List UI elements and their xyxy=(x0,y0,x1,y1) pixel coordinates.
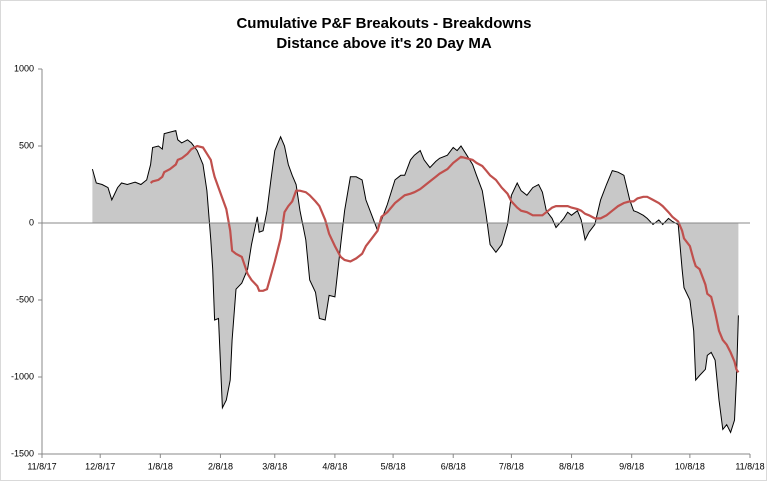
x-tick-label: 1/8/18 xyxy=(148,461,173,471)
x-tick-label: 11/8/18 xyxy=(735,461,764,471)
chart-subtitle: Distance above it's 20 Day MA xyxy=(276,35,491,52)
x-tick-label: 11/8/17 xyxy=(27,461,56,471)
x-tick-label: 4/8/18 xyxy=(322,461,347,471)
y-tick-label: -1500 xyxy=(11,448,34,458)
x-tick-label: 9/8/18 xyxy=(619,461,644,471)
area-outline xyxy=(91,129,739,434)
x-tick-label: 7/8/18 xyxy=(499,461,524,471)
y-tick-label: 0 xyxy=(29,217,34,227)
y-tick-label: 1000 xyxy=(14,63,34,73)
y-tick-label: 500 xyxy=(19,140,34,150)
x-tick-label: 5/8/18 xyxy=(381,461,406,471)
x-tick-label: 3/8/18 xyxy=(262,461,287,471)
x-tick-label: 6/8/18 xyxy=(441,461,466,471)
y-tick-label: -1000 xyxy=(11,371,34,381)
x-tick-label: 10/8/18 xyxy=(675,461,705,471)
chart-title: Cumulative P&F Breakouts - Breakdowns xyxy=(236,15,531,32)
line xyxy=(149,144,740,373)
x-tick-label: 12/8/17 xyxy=(85,461,115,471)
x-tick-label: 2/8/18 xyxy=(208,461,233,471)
y-tick-label: -500 xyxy=(16,294,34,304)
x-tick-label: 8/8/18 xyxy=(559,461,584,471)
